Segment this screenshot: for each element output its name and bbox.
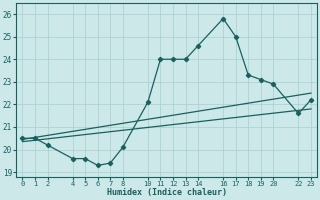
X-axis label: Humidex (Indice chaleur): Humidex (Indice chaleur) bbox=[107, 188, 227, 197]
